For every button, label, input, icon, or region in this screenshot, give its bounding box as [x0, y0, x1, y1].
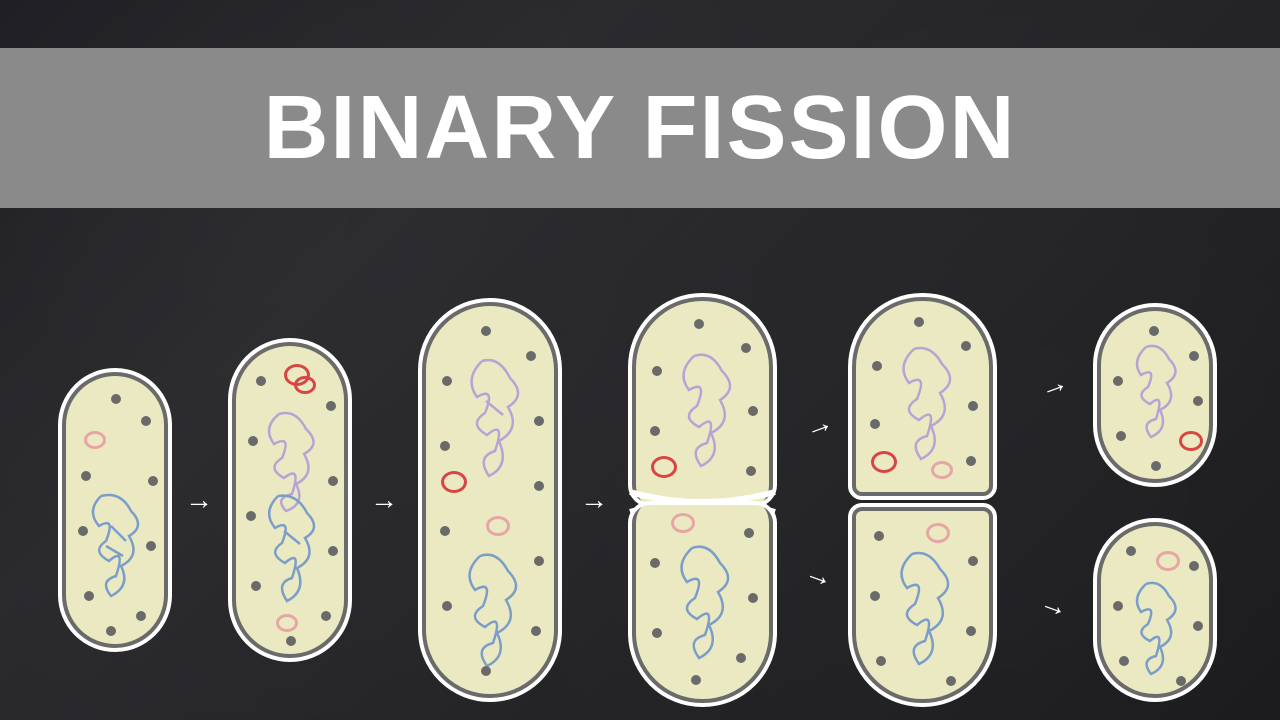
- plasmid-icon: [931, 461, 953, 479]
- plasmid-icon: [84, 431, 106, 449]
- arrow-icon: →: [800, 556, 837, 596]
- arrow-icon: →: [800, 406, 837, 446]
- fission-diagram: → → → → → → →: [0, 240, 1280, 720]
- arrow-icon: →: [370, 485, 398, 517]
- cell-stage-5: [850, 295, 995, 705]
- plasmid-icon: [671, 513, 695, 533]
- plasmid-icon: [1156, 551, 1180, 571]
- title-bar: Binary Fission: [0, 48, 1280, 208]
- dna-purple-icon: [454, 351, 539, 486]
- arrow-icon: →: [1035, 366, 1072, 406]
- plasmid-icon: [871, 451, 897, 473]
- dna-blue-icon: [886, 546, 971, 671]
- cell-stage-3: [420, 300, 560, 700]
- page-title: Binary Fission: [263, 77, 1016, 180]
- dna-blue-icon: [256, 486, 334, 616]
- dna-purple-icon: [886, 341, 971, 466]
- plasmid-icon: [276, 614, 298, 632]
- dna-blue-icon: [666, 538, 751, 668]
- plasmid-icon: [926, 523, 950, 543]
- plasmid-icon: [486, 516, 510, 536]
- arrow-icon: →: [1035, 586, 1072, 626]
- dna-blue-icon: [454, 546, 539, 676]
- plasmid-icon: [441, 471, 467, 493]
- cell-stage-1: [60, 370, 170, 650]
- cell-daughter-bottom: [1095, 520, 1215, 700]
- cell-stage-4: [630, 295, 775, 705]
- arrow-icon: →: [580, 485, 608, 517]
- dna-purple-icon: [666, 346, 751, 476]
- dna-blue-icon: [81, 486, 156, 606]
- dna-purple-icon: [1123, 339, 1195, 444]
- dna-blue-icon: [1123, 576, 1195, 681]
- plasmid-icon: [651, 456, 677, 478]
- plasmid-icon: [1179, 431, 1203, 451]
- cell-stage-2: [230, 340, 350, 660]
- arrow-icon: →: [185, 485, 213, 517]
- cell-daughter-top: [1095, 305, 1215, 485]
- plasmid-icon: [294, 376, 316, 394]
